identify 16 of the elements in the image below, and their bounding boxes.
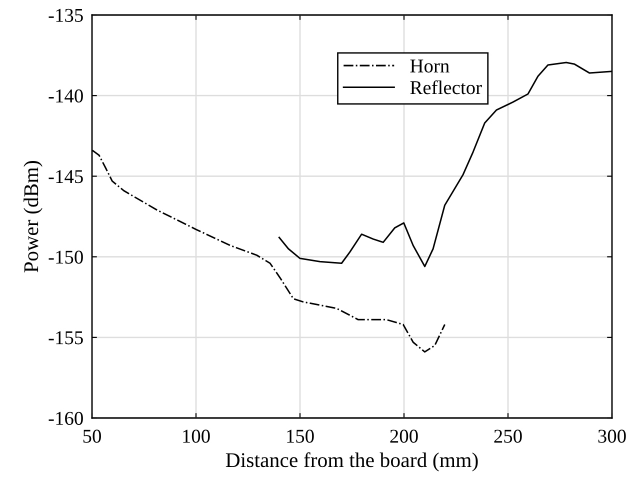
y-tick-label: -150: [48, 250, 83, 264]
x-tick-label: 300: [598, 430, 626, 443]
x-tick-label: 50: [83, 430, 101, 443]
x-tick-label: 150: [287, 430, 314, 443]
y-tick-label: -160: [48, 412, 83, 425]
x-tick-label: 100: [183, 430, 210, 443]
y-tick-label: -140: [48, 89, 83, 103]
y-tick-label: -155: [48, 331, 83, 344]
y-tick-label: -145: [48, 170, 83, 184]
y-axis-title: Power (dBm): [24, 161, 42, 272]
x-tick-label: 200: [390, 430, 418, 443]
x-axis-title: Distance from the board (mm): [226, 452, 478, 472]
legend-label: Reflector: [410, 80, 482, 94]
legend-label: Horn: [410, 60, 450, 73]
y-tick-label: -135: [48, 8, 83, 22]
x-tick-label: 250: [494, 430, 522, 443]
